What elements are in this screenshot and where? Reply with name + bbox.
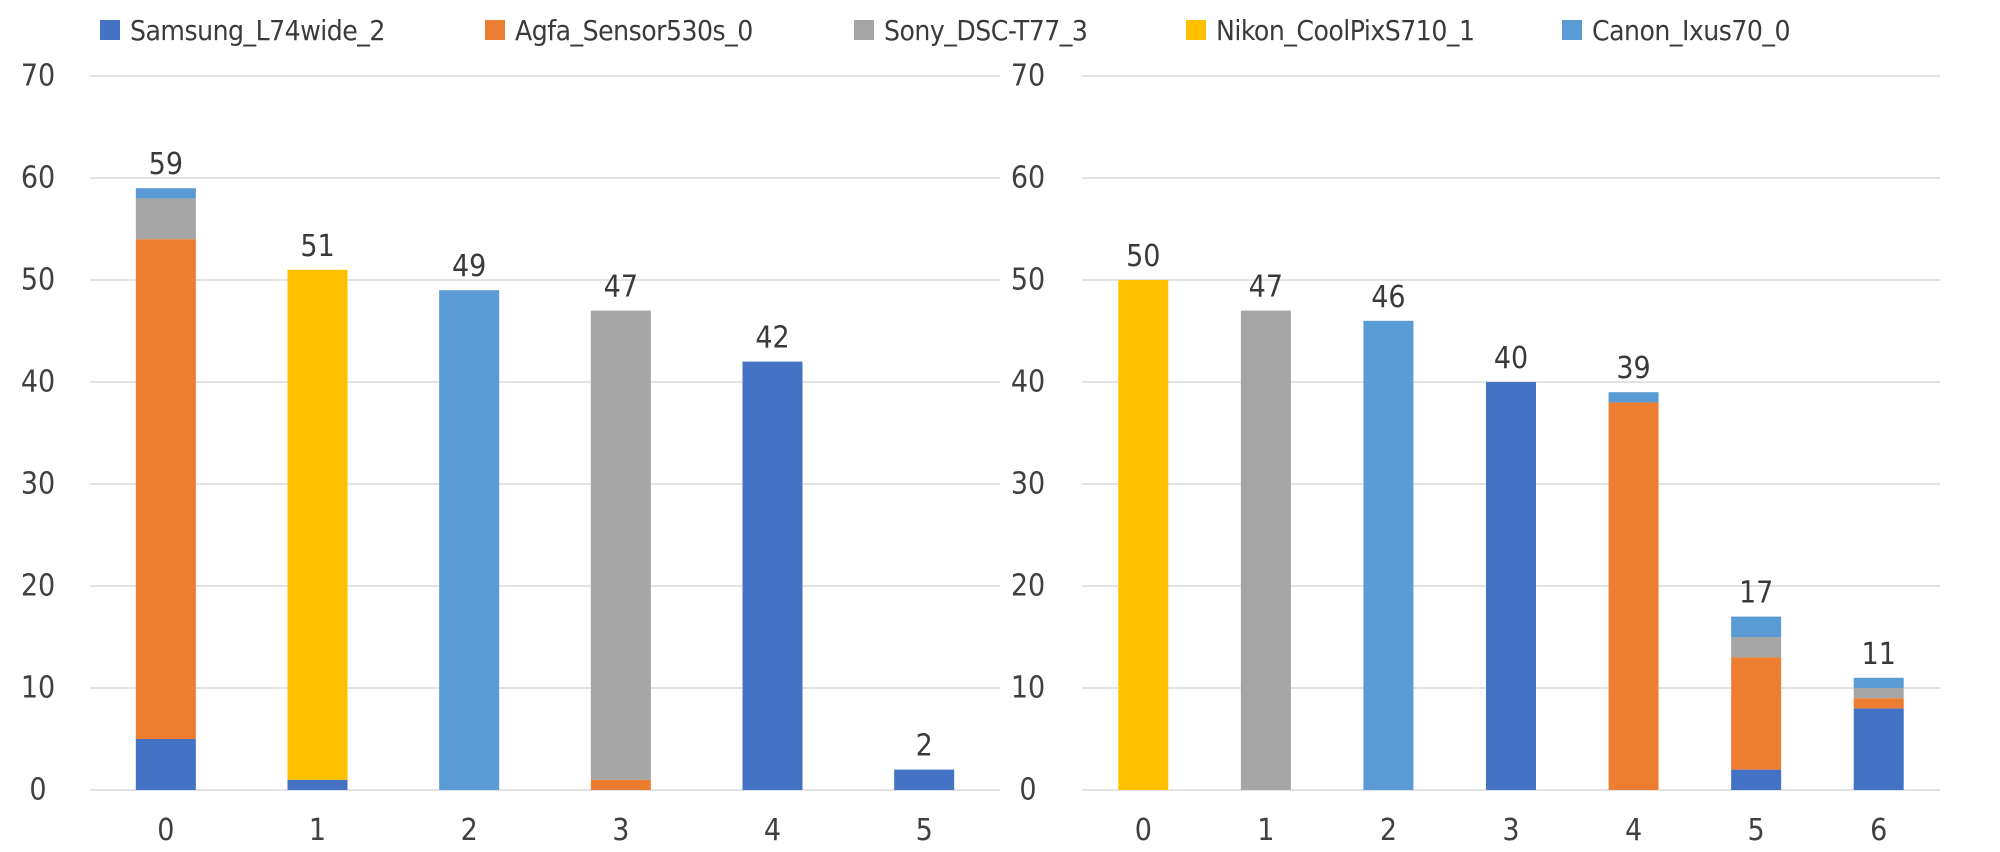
data-label-total: 47 <box>1249 270 1283 305</box>
x-tick-label: 1 <box>1257 813 1274 848</box>
x-tick-label: 4 <box>1625 813 1642 848</box>
data-label-total: 42 <box>755 321 789 356</box>
data-label-total: 2 <box>916 729 933 764</box>
legend-item-samsung: Samsung_L74wide_2 <box>100 8 385 52</box>
y-tick-label: 70 <box>1011 59 1045 94</box>
bar-segment-right-5-canon_ixus70_0 <box>1731 616 1782 637</box>
y-tick-label: 50 <box>1011 263 1045 298</box>
legend-label-nikon: Nikon_CoolPixS710_1 <box>1216 13 1475 47</box>
bar-segment-left-3-sony_dsc-t77_3 <box>590 310 651 780</box>
legend-label-canon: Canon_Ixus70_0 <box>1592 13 1791 47</box>
legend-swatch-sony <box>854 20 874 40</box>
x-tick-label: 3 <box>1502 813 1519 848</box>
bar-segment-left-0-agfa_sensor530s_0 <box>135 239 196 739</box>
x-tick-label: 2 <box>461 813 478 848</box>
data-label-total: 40 <box>1494 341 1528 376</box>
legend-swatch-canon <box>1562 20 1582 40</box>
y-tick-label: 20 <box>1011 569 1045 604</box>
y-tick-label: 40 <box>21 365 55 400</box>
y-tick-label: 10 <box>1011 671 1045 706</box>
data-label-total: 39 <box>1616 351 1650 386</box>
legend-item-nikon: Nikon_CoolPixS710_1 <box>1186 8 1475 52</box>
data-label-total: 47 <box>604 270 638 305</box>
bar-segment-left-4-samsung_l74wide_2 <box>742 361 803 790</box>
bar-segment-right-2-canon_ixus70_0 <box>1363 320 1414 790</box>
x-tick-label: 3 <box>612 813 629 848</box>
bar-segment-left-0-sony_dsc-t77_3 <box>135 198 196 240</box>
bar-segment-right-6-canon_ixus70_0 <box>1853 677 1904 688</box>
y-tick-label: 70 <box>21 59 55 94</box>
x-tick-label: 0 <box>1135 813 1152 848</box>
bar-segment-right-1-sony_dsc-t77_3 <box>1240 310 1291 790</box>
y-tick-label: 0 <box>29 773 46 808</box>
bar-segment-left-2-canon_ixus70_0 <box>439 290 500 790</box>
bar-segment-right-6-agfa_sensor530s_0 <box>1853 698 1904 709</box>
legend-label-sony: Sony_DSC-T77_3 <box>884 13 1088 47</box>
bar-segment-right-5-agfa_sensor530s_0 <box>1731 657 1782 770</box>
data-label-total: 51 <box>300 229 334 264</box>
x-tick-label: 0 <box>157 813 174 848</box>
x-tick-label: 1 <box>309 813 326 848</box>
legend-swatch-samsung <box>100 20 120 40</box>
bar-segment-left-1-samsung_l74wide_2 <box>287 779 348 790</box>
x-tick-label: 2 <box>1380 813 1397 848</box>
legend-item-sony: Sony_DSC-T77_3 <box>854 8 1088 52</box>
legend-swatch-agfa <box>485 20 505 40</box>
data-label-total: 59 <box>149 147 183 182</box>
bar-segment-left-1-nikon_coolpixs710_1 <box>287 269 348 780</box>
data-label-total: 49 <box>452 249 486 284</box>
stacked-bar-chart-right: 0 10 20 30 40 50 60 70 50 0 47 1 46 2 40 3 39 4 17 5 11 6 <box>1011 59 1940 848</box>
legend-item-agfa: Agfa_Sensor530s_0 <box>485 8 753 52</box>
data-label-total: 17 <box>1739 576 1773 611</box>
legend-item-canon: Canon_Ixus70_0 <box>1562 8 1791 52</box>
bar-segment-right-5-sony_dsc-t77_3 <box>1731 637 1782 658</box>
chart-legend: Samsung_L74wide_2 Agfa_Sensor530s_0 Sony… <box>0 0 2000 60</box>
bar-segment-left-5-samsung_l74wide_2 <box>894 769 955 790</box>
x-tick-label: 5 <box>916 813 933 848</box>
bar-segment-right-3-samsung_l74wide_2 <box>1486 382 1536 790</box>
bar-segment-right-6-samsung_l74wide_2 <box>1853 708 1904 790</box>
bar-segment-right-6-sony_dsc-t77_3 <box>1853 688 1904 699</box>
bar-segment-left-0-samsung_l74wide_2 <box>135 739 196 790</box>
y-tick-label: 20 <box>21 569 55 604</box>
bar-segment-left-0-canon_ixus70_0 <box>135 188 196 199</box>
y-tick-label: 50 <box>21 263 55 298</box>
legend-label-samsung: Samsung_L74wide_2 <box>130 13 385 47</box>
bar-segment-left-3-agfa_sensor530s_0 <box>590 779 651 790</box>
y-tick-label: 60 <box>21 161 55 196</box>
bar-segment-right-5-samsung_l74wide_2 <box>1731 769 1782 790</box>
y-tick-label: 40 <box>1011 365 1045 400</box>
legend-label-agfa: Agfa_Sensor530s_0 <box>515 13 753 47</box>
bar-segment-right-4-agfa_sensor530s_0 <box>1608 402 1659 790</box>
data-label-total: 11 <box>1862 637 1896 672</box>
x-tick-label: 4 <box>764 813 781 848</box>
data-label-total: 50 <box>1126 239 1160 274</box>
y-tick-label: 0 <box>1019 773 1036 808</box>
y-tick-label: 30 <box>21 467 55 502</box>
y-tick-label: 10 <box>21 671 55 706</box>
x-tick-label: 5 <box>1748 813 1765 848</box>
y-tick-label: 30 <box>1011 467 1045 502</box>
legend-swatch-nikon <box>1186 20 1206 40</box>
data-label-total: 46 <box>1371 280 1405 315</box>
y-tick-label: 60 <box>1011 161 1045 196</box>
bar-segment-right-0-nikon_coolpixs710_1 <box>1118 280 1169 790</box>
bar-segment-right-4-canon_ixus70_0 <box>1608 392 1659 403</box>
x-tick-label: 6 <box>1870 813 1887 848</box>
